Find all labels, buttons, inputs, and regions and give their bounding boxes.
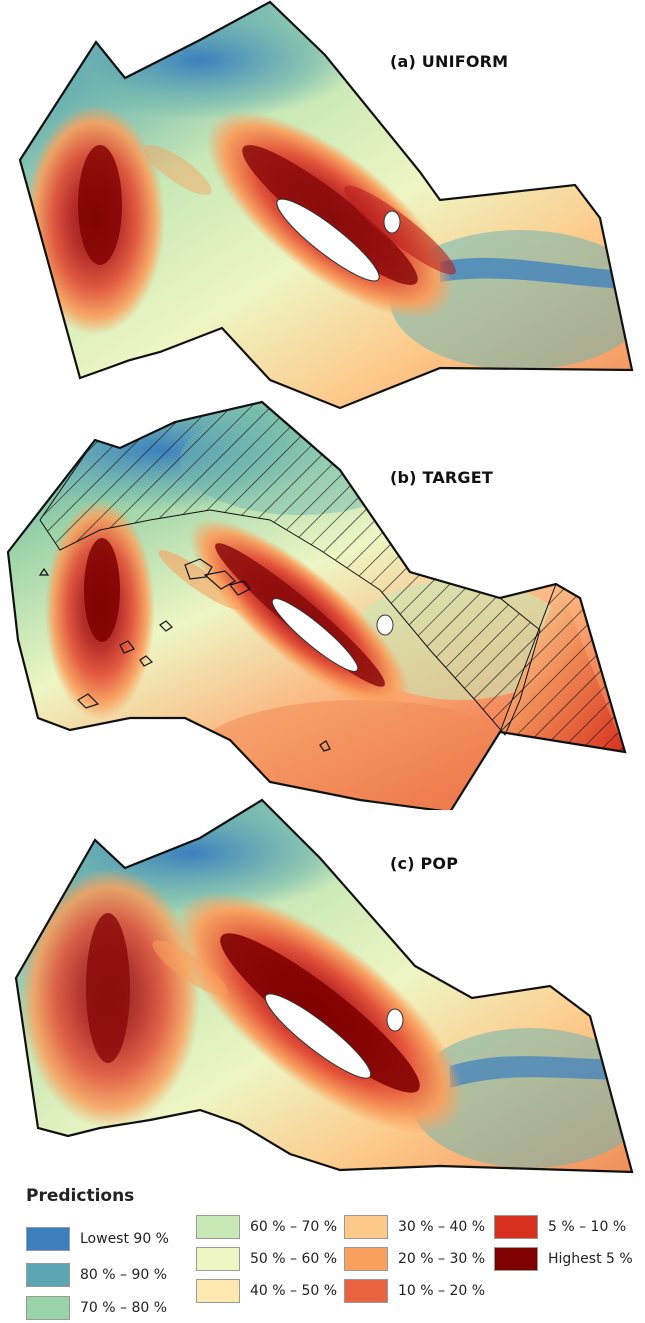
legend-label: 30 % – 40 % (398, 1219, 486, 1235)
legend-item: 70 % – 80 % (26, 1295, 167, 1321)
legend-swatch (196, 1215, 240, 1239)
legend-swatch (344, 1279, 388, 1303)
legend-swatch (344, 1247, 388, 1271)
legend-item: Highest 5 % (494, 1246, 633, 1272)
panel-title-pop: (c) POP (390, 854, 459, 873)
legend-item: 50 % – 60 % (196, 1246, 337, 1272)
legend-label: 40 % – 50 % (250, 1283, 338, 1299)
legend-item: 80 % – 90 % (26, 1262, 167, 1288)
legend-item: Lowest 90 % (26, 1226, 169, 1252)
legend-item: 10 % – 20 % (344, 1278, 485, 1304)
map-pop (14, 798, 634, 1174)
legend-item: 60 % – 70 % (196, 1214, 337, 1240)
legend-label: Highest 5 % (548, 1251, 633, 1267)
legend-label: 20 % – 30 % (398, 1251, 486, 1267)
legend-title: Predictions (26, 1186, 135, 1206)
legend-label: Lowest 90 % (80, 1231, 169, 1247)
legend-item: 5 % – 10 % (494, 1214, 626, 1240)
legend-swatch (494, 1215, 538, 1239)
legend-item: 30 % – 40 % (344, 1214, 485, 1240)
legend-swatch (26, 1296, 70, 1320)
legend: Predictions Lowest 90 % 80 % – 90 % 70 %… (0, 1176, 645, 1323)
map-panel-pop: (c) POP (0, 798, 645, 1178)
map-panel-target: (b) TARGET (0, 400, 645, 810)
legend-swatch (344, 1215, 388, 1239)
legend-label: 10 % – 20 % (398, 1283, 486, 1299)
legend-label: 5 % – 10 % (548, 1219, 627, 1235)
legend-swatch (494, 1247, 538, 1271)
legend-swatch (196, 1247, 240, 1271)
legend-item: 20 % – 30 % (344, 1246, 485, 1272)
legend-swatch (196, 1279, 240, 1303)
legend-label: 50 % – 60 % (250, 1251, 338, 1267)
panel-title-target: (b) TARGET (390, 468, 493, 487)
legend-label: 80 % – 90 % (80, 1267, 168, 1283)
map-target (6, 400, 627, 810)
panel-title-uniform: (a) UNIFORM (390, 52, 509, 71)
legend-swatch (26, 1263, 70, 1287)
legend-swatch (26, 1227, 70, 1251)
map-uniform (18, 0, 634, 410)
legend-label: 70 % – 80 % (80, 1300, 168, 1316)
map-panel-uniform: (a) UNIFORM (0, 0, 645, 410)
legend-item: 40 % – 50 % (196, 1278, 337, 1304)
legend-label: 60 % – 70 % (250, 1219, 338, 1235)
